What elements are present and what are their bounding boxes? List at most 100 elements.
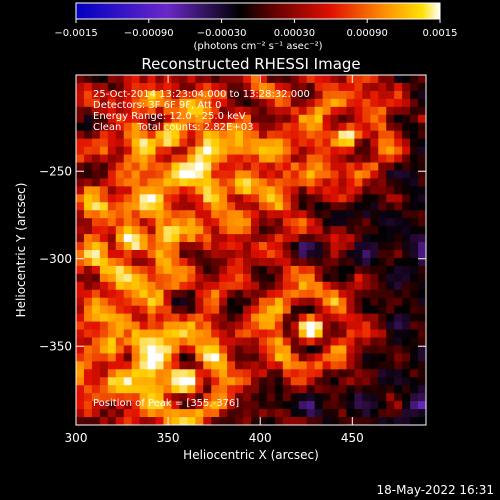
heatmap-cell bbox=[394, 257, 403, 267]
heatmap-cell bbox=[187, 154, 196, 163]
heatmap-cell bbox=[251, 186, 260, 195]
heatmap-cell bbox=[163, 337, 172, 346]
heatmap-cell bbox=[163, 369, 172, 378]
heatmap-cell bbox=[362, 178, 371, 187]
heatmap-cell bbox=[163, 305, 172, 315]
heatmap-cell bbox=[147, 90, 156, 100]
heatmap-cell bbox=[314, 257, 323, 267]
heatmap-cell bbox=[123, 98, 133, 108]
heatmap-cell bbox=[274, 417, 284, 425]
heatmap-cell bbox=[107, 297, 117, 307]
heatmap-cell bbox=[306, 98, 316, 108]
heatmap-cell bbox=[179, 345, 188, 354]
heatmap-cell bbox=[266, 265, 276, 275]
heatmap-cell bbox=[402, 106, 411, 116]
heatmap-cell bbox=[211, 178, 220, 187]
heatmap-cell bbox=[370, 146, 379, 155]
heatmap-cell bbox=[290, 138, 300, 147]
heatmap-cell bbox=[251, 242, 260, 251]
heatmap-cell bbox=[306, 170, 316, 179]
heatmap-cell bbox=[187, 122, 196, 132]
heatmap-cell bbox=[99, 273, 109, 283]
heatmap-cell bbox=[290, 401, 300, 410]
heatmap-cell bbox=[203, 226, 212, 235]
heatmap-cell bbox=[402, 401, 411, 410]
heatmap-cell bbox=[179, 82, 188, 92]
heatmap-cell bbox=[179, 273, 188, 283]
heatmap-cell bbox=[211, 122, 220, 132]
heatmap-cell bbox=[76, 321, 85, 330]
heatmap-cell bbox=[179, 170, 188, 179]
heatmap-cell bbox=[290, 305, 300, 315]
heatmap-cell bbox=[107, 305, 117, 315]
heatmap-cell bbox=[147, 154, 156, 163]
heatmap-cell bbox=[139, 242, 148, 251]
heatmap-cell bbox=[370, 226, 379, 235]
heatmap-cell bbox=[147, 289, 156, 299]
heatmap-cell bbox=[338, 90, 347, 100]
heatmap-cell bbox=[235, 138, 244, 147]
heatmap-cell bbox=[306, 138, 316, 147]
heatmap-cell bbox=[211, 393, 220, 402]
heatmap-cell bbox=[163, 345, 172, 354]
heatmap-cell bbox=[163, 98, 172, 108]
heatmap-cell bbox=[139, 162, 148, 171]
heatmap-cell bbox=[322, 361, 331, 370]
heatmap-cell bbox=[402, 393, 411, 402]
heatmap-cell bbox=[83, 98, 93, 108]
heatmap-cell bbox=[99, 90, 109, 100]
heatmap-cell bbox=[402, 178, 411, 187]
heatmap-cell bbox=[251, 154, 260, 163]
heatmap-cell bbox=[251, 82, 260, 92]
heatmap-cell bbox=[298, 162, 308, 171]
heatmap-cell bbox=[251, 393, 260, 402]
heatmap-cell bbox=[179, 281, 188, 291]
heatmap-cell bbox=[386, 273, 395, 283]
heatmap-cell bbox=[298, 377, 308, 386]
heatmap-cell bbox=[362, 210, 371, 219]
heatmap-cell bbox=[99, 329, 109, 338]
heatmap-cell bbox=[131, 242, 141, 251]
heatmap-cell bbox=[115, 297, 125, 307]
heatmap-cell bbox=[418, 194, 426, 203]
heatmap-cell bbox=[282, 313, 292, 322]
heatmap-cell bbox=[83, 385, 93, 394]
heatmap-cell bbox=[171, 305, 180, 315]
heatmap-cell bbox=[298, 289, 308, 299]
heatmap-cell bbox=[354, 242, 363, 251]
heatmap-cell bbox=[99, 154, 109, 163]
heatmap-cell bbox=[346, 393, 355, 402]
heatmap-cell bbox=[131, 210, 141, 219]
heatmap-cell bbox=[282, 377, 292, 386]
heatmap-cell bbox=[123, 289, 133, 299]
heatmap-cell bbox=[91, 75, 101, 84]
heatmap-cell bbox=[123, 250, 133, 259]
heatmap-cell bbox=[187, 377, 196, 386]
heatmap-cell bbox=[418, 305, 426, 315]
heatmap-cell bbox=[346, 210, 355, 219]
heatmap-cell bbox=[99, 218, 109, 227]
heatmap-cell bbox=[91, 329, 101, 338]
heatmap-cell bbox=[330, 218, 339, 227]
heatmap-cell bbox=[402, 234, 411, 243]
heatmap-cell bbox=[203, 202, 212, 211]
heatmap-cell bbox=[123, 106, 133, 116]
heatmap-cell bbox=[163, 234, 172, 243]
heatmap-cell bbox=[139, 401, 148, 410]
heatmap-cell bbox=[306, 250, 316, 259]
heatmap-cell bbox=[155, 90, 164, 100]
heatmap-cell bbox=[195, 265, 204, 275]
heatmap-cell bbox=[274, 297, 284, 307]
heatmap-cell bbox=[115, 234, 125, 243]
heatmap-cell bbox=[274, 106, 284, 116]
heatmap-cell bbox=[171, 210, 180, 219]
heatmap-cell bbox=[410, 401, 419, 410]
heatmap-cell bbox=[211, 75, 220, 84]
heatmap-cell bbox=[243, 90, 252, 100]
heatmap-cell bbox=[274, 289, 284, 299]
heatmap-cell bbox=[362, 417, 371, 425]
heatmap-cell bbox=[266, 186, 276, 195]
heatmap-cell bbox=[338, 210, 347, 219]
heatmap-cell bbox=[346, 313, 355, 322]
heatmap-cell bbox=[258, 417, 268, 425]
